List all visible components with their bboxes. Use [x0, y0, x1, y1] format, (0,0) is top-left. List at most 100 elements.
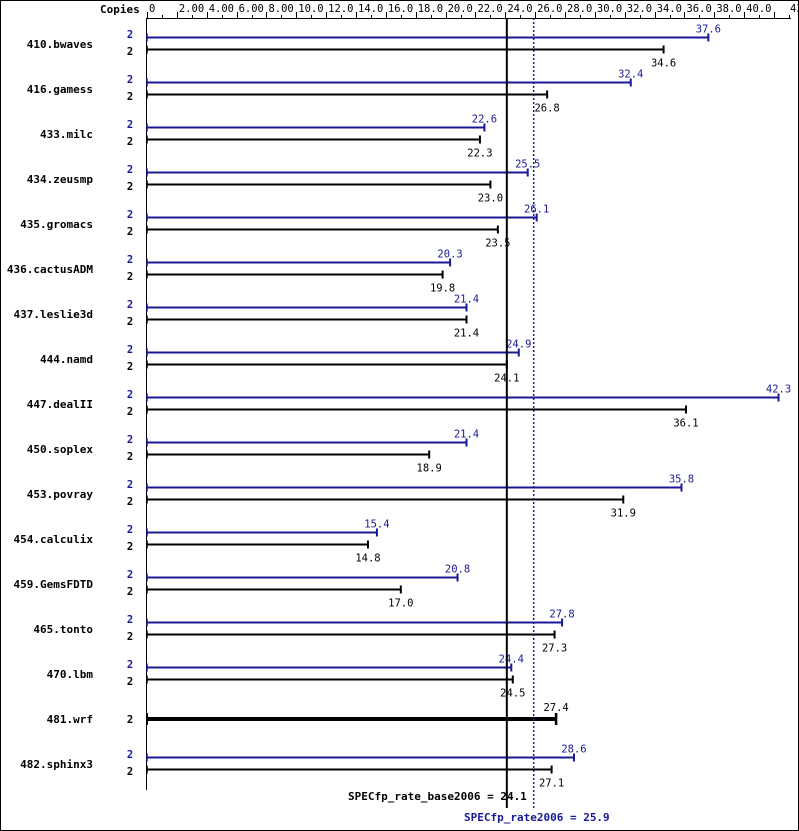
- x-tick-label: 43.0: [790, 3, 799, 15]
- peak-value-label: 21.4: [454, 294, 479, 306]
- x-tick-label: 12.0: [328, 3, 353, 15]
- peak-value-label: 42.3: [766, 384, 791, 396]
- base-value-label: 18.9: [417, 463, 442, 475]
- reference-lines: SPECfp_rate_base2006 = 24.1 SPECfp_rate20…: [348, 18, 610, 824]
- base-value-label: 27.3: [542, 643, 567, 655]
- base-value-label: 14.8: [355, 553, 380, 565]
- peak-copies: 2: [127, 659, 133, 671]
- x-tick-label: 24.0: [507, 3, 532, 15]
- benchmark-label: 437.leslie3d: [14, 308, 93, 321]
- peak-value-label: 26.1: [524, 204, 549, 216]
- x-tick-label: 36.0: [686, 3, 711, 15]
- base-mean-label: SPECfp_rate_base2006 = 24.1: [348, 790, 527, 803]
- benchmark-row: 433.milc 2 22.6 2 22.3: [40, 114, 497, 160]
- x-tick-label: 34.0: [657, 3, 682, 15]
- x-tick-label: 38.0: [716, 3, 741, 15]
- base-copies: 2: [127, 316, 133, 328]
- benchmark-label: 433.milc: [40, 128, 93, 141]
- base-copies: 2: [127, 676, 133, 688]
- base-value-label: 21.4: [454, 328, 479, 340]
- peak-copies: 2: [127, 389, 133, 401]
- base-copies: 2: [127, 271, 133, 283]
- benchmark-row: 481.wrf 2 27.4: [47, 702, 569, 726]
- base-copies: 2: [127, 181, 133, 193]
- base-copies: 2: [127, 586, 133, 598]
- peak-value-label: 37.6: [696, 24, 721, 36]
- base-copies: 2: [127, 226, 133, 238]
- benchmark-row: 447.dealII 2 42.3 2 36.1: [27, 384, 791, 430]
- benchmark-row: 416.gamess 2 32.4 2 26.8: [27, 69, 644, 115]
- peak-value-label: 25.5: [515, 159, 540, 171]
- x-tick-label: 40.0: [746, 3, 771, 15]
- benchmark-label: 450.soplex: [27, 443, 94, 456]
- base-copies: 2: [127, 631, 133, 643]
- benchmark-row: 435.gromacs 2 26.1 2 23.5: [20, 204, 549, 250]
- peak-copies: 2: [127, 524, 133, 536]
- peak-value-label: 28.6: [561, 744, 586, 756]
- benchmark-row: 434.zeusmp 2 25.5 2 23.0: [27, 159, 541, 205]
- base-copies: 2: [127, 714, 133, 726]
- benchmark-label: 482.sphinx3: [20, 758, 93, 771]
- base-copies: 2: [127, 496, 133, 508]
- peak-value-label: 35.8: [669, 474, 694, 486]
- bars: 410.bwaves 2 37.6 2 34.6 416.gamess 2 32.4 2 26.8…: [7, 24, 791, 790]
- base-value-label: 26.8: [534, 103, 559, 115]
- benchmark-row: 454.calculix 2 15.4 2 14.8: [14, 519, 390, 565]
- benchmark-label: 453.povray: [27, 488, 94, 501]
- x-tick-label: 32.0: [627, 3, 652, 15]
- base-value-label: 24.5: [500, 688, 525, 700]
- peak-copies: 2: [127, 29, 133, 41]
- benchmark-row: 450.soplex 2 21.4 2 18.9: [27, 429, 479, 475]
- peak-value-label: 15.4: [364, 519, 389, 531]
- base-value-label: 36.1: [673, 418, 698, 430]
- base-copies: 2: [127, 91, 133, 103]
- base-value-label: 27.1: [539, 778, 564, 790]
- benchmark-label: 444.namd: [40, 353, 93, 366]
- peak-value-label: 20.8: [445, 564, 470, 576]
- peak-value-label: 32.4: [618, 69, 643, 81]
- base-copies: 2: [127, 406, 133, 418]
- peak-value-label: 24.4: [499, 654, 524, 666]
- benchmark-label: 454.calculix: [14, 533, 94, 546]
- benchmark-row: 436.cactusADM 2 20.3 2 19.8: [7, 249, 463, 295]
- x-tick-label: 10.0: [298, 3, 323, 15]
- base-value-label: 23.0: [478, 193, 503, 205]
- peak-copies: 2: [127, 479, 133, 491]
- base-copies: 2: [127, 766, 133, 778]
- x-tick-label: 22.0: [477, 3, 502, 15]
- base-value-label: 34.6: [651, 58, 676, 70]
- x-tick-label: 4.00: [209, 3, 234, 15]
- benchmark-row: 453.povray 2 35.8 2 31.9: [27, 474, 694, 520]
- base-copies: 2: [127, 46, 133, 58]
- x-tick-label: 14.0: [358, 3, 383, 15]
- benchmark-label: 434.zeusmp: [27, 173, 94, 186]
- benchmark-row: 410.bwaves 2 37.6 2 34.6: [27, 24, 721, 70]
- benchmark-label: 447.dealII: [27, 398, 93, 411]
- peak-value-label: 22.6: [472, 114, 497, 126]
- peak-copies: 2: [127, 254, 133, 266]
- benchmark-row: 482.sphinx3 2 28.6 2 27.1: [20, 744, 587, 790]
- x-tick-label: 26.0: [537, 3, 562, 15]
- peak-value-label: 27.8: [549, 609, 574, 621]
- peak-copies: 2: [127, 299, 133, 311]
- base-value-label: 17.0: [388, 598, 413, 610]
- peak-copies: 2: [127, 164, 133, 176]
- peak-value-label: 20.3: [437, 249, 462, 261]
- x-tick-label: 16.0: [388, 3, 413, 15]
- x-tick-label: 2.00: [179, 3, 204, 15]
- peak-mean-label: SPECfp_rate2006 = 25.9: [464, 811, 610, 824]
- x-tick-label: 0: [149, 3, 155, 15]
- x-tick-label: 30.0: [597, 3, 622, 15]
- benchmark-label: 470.lbm: [47, 668, 94, 681]
- x-axis: 0 2.00 4.00 6.00 8.00 10.0 12.0 14.0 16.0 18.0 20.…: [146, 3, 799, 790]
- peak-copies: 2: [127, 434, 133, 446]
- peak-copies: 2: [127, 569, 133, 581]
- peak-copies: 2: [127, 614, 133, 626]
- benchmark-label: 459.GemsFDTD: [14, 578, 94, 591]
- base-copies: 2: [127, 136, 133, 148]
- base-value-label: 19.8: [430, 283, 455, 295]
- benchmark-label: 435.gromacs: [20, 218, 93, 231]
